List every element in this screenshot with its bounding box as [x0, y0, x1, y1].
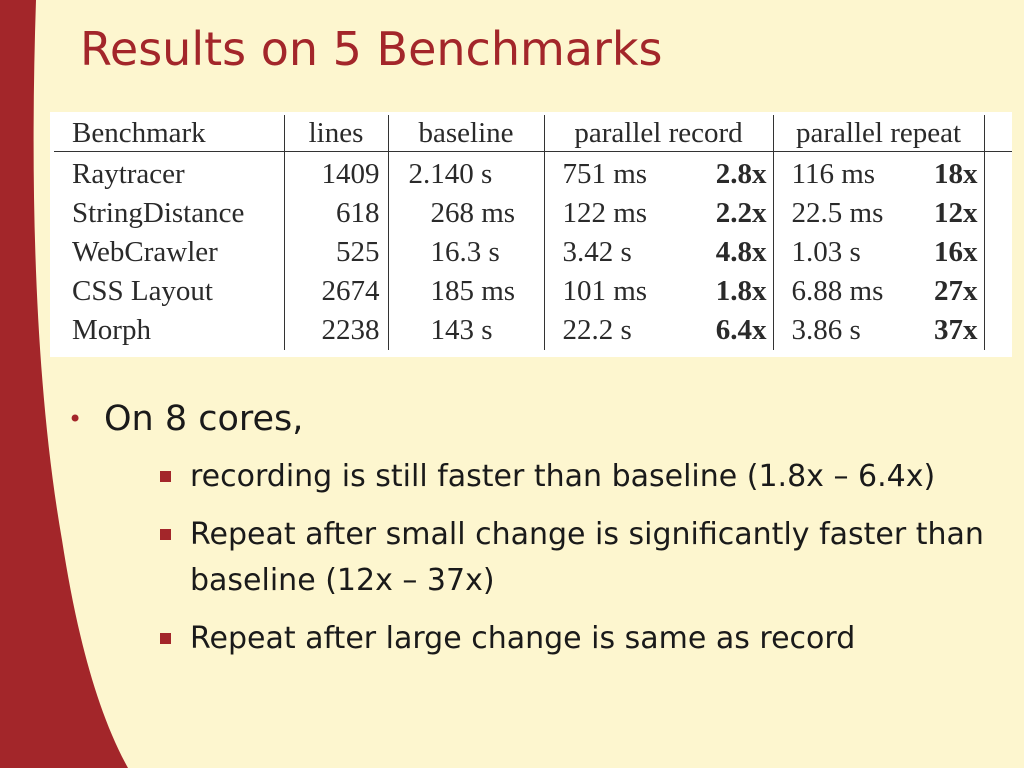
cell-benchmark: StringDistance — [72, 197, 245, 229]
cell-benchmark: Raytracer — [72, 158, 185, 190]
cell-record-speedup: 4.8x — [715, 236, 767, 268]
cell-repeat-speedup: 18x — [934, 158, 978, 190]
sub-bullet-list: recording is still faster than baseline … — [104, 454, 990, 662]
bullet-dot-icon: • — [68, 405, 83, 433]
header-lines: lines — [283, 115, 388, 152]
cell-record-time: 751 ms — [543, 151, 680, 194]
sub-bullet: Repeat after large change is same as rec… — [144, 616, 990, 662]
sub-bullet-text: Repeat after small change is significant… — [190, 517, 984, 598]
cell-repeat-time: 1.03 s — [772, 233, 914, 272]
cell-baseline: 185 ms — [387, 272, 544, 311]
cell-cut — [983, 311, 1012, 350]
table-row: CSS Layout 2674 185 ms 101 ms 1.8x 6.88 … — [54, 272, 1012, 311]
cell-lines: 525 — [283, 233, 388, 272]
benchmark-table-image: Benchmark lines baseline parallel record… — [50, 112, 1012, 357]
cell-benchmark: WebCrawler — [72, 236, 218, 268]
cell-repeat-speedup: 37x — [934, 314, 978, 346]
cell-baseline: 16.3 s — [387, 233, 544, 272]
cell-cut — [983, 151, 1012, 194]
cell-record-time: 122 ms — [543, 194, 680, 233]
header-parallel-repeat: parallel repeat — [772, 115, 985, 152]
cell-lines: 2238 — [283, 311, 388, 350]
table-row: StringDistance 618 268 ms 122 ms 2.2x 22… — [54, 194, 1012, 233]
header-benchmark: Benchmark — [54, 115, 284, 152]
cell-benchmark: CSS Layout — [72, 275, 213, 307]
cell-repeat-speedup: 12x — [934, 197, 978, 229]
cell-repeat-time: 3.86 s — [772, 311, 914, 350]
cell-record-time: 22.2 s — [543, 311, 680, 350]
cell-record-speedup: 2.8x — [715, 158, 767, 190]
table-header-row: Benchmark lines baseline parallel record… — [54, 115, 1012, 152]
square-bullet-icon — [160, 471, 171, 482]
cell-record-time: 3.42 s — [543, 233, 680, 272]
table-row: Morph 2238 143 s 22.2 s 6.4x 3.86 s 37x — [54, 311, 1012, 350]
cell-baseline: 143 s — [387, 311, 544, 350]
bullet-main-text: On 8 cores, — [104, 399, 304, 439]
sub-bullet-text: recording is still faster than baseline … — [190, 459, 936, 494]
cell-repeat-time: 22.5 ms — [772, 194, 914, 233]
benchmark-table: Benchmark lines baseline parallel record… — [54, 115, 1012, 350]
cell-cut — [983, 272, 1012, 311]
cell-baseline: 268 ms — [387, 194, 544, 233]
header-cut-column — [983, 115, 1012, 152]
cell-record-speedup: 2.2x — [715, 197, 767, 229]
sub-bullet-text: Repeat after large change is same as rec… — [190, 621, 856, 656]
slide-side-band — [0, 0, 128, 768]
cell-record-speedup: 6.4x — [715, 314, 767, 346]
square-bullet-icon — [160, 529, 171, 540]
header-baseline: baseline — [387, 115, 544, 152]
cell-cut — [983, 194, 1012, 233]
cell-record-speedup: 1.8x — [715, 275, 767, 307]
cell-record-time: 101 ms — [543, 272, 680, 311]
table-row: WebCrawler 525 16.3 s 3.42 s 4.8x 1.03 s… — [54, 233, 1012, 272]
cell-lines: 618 — [283, 194, 388, 233]
bullet-main: • On 8 cores, recording is still faster … — [64, 392, 990, 662]
cell-cut — [983, 233, 1012, 272]
bullet-list: • On 8 cores, recording is still faster … — [64, 392, 990, 674]
cell-lines: 2674 — [283, 272, 388, 311]
sub-bullet: Repeat after small change is significant… — [144, 512, 990, 604]
slide-title: Results on 5 Benchmarks — [80, 22, 663, 76]
table-row: Raytracer 1409 2.140 s 751 ms 2.8x 116 m… — [54, 151, 1012, 194]
cell-repeat-speedup: 27x — [934, 275, 978, 307]
cell-benchmark: Morph — [72, 314, 151, 346]
sub-bullet: recording is still faster than baseline … — [144, 454, 990, 500]
square-bullet-icon — [160, 633, 171, 644]
cell-repeat-time: 6.88 ms — [772, 272, 914, 311]
cell-baseline: 2.140 s — [387, 151, 544, 194]
cell-lines: 1409 — [283, 151, 388, 194]
cell-repeat-speedup: 16x — [934, 236, 978, 268]
cell-repeat-time: 116 ms — [772, 151, 914, 194]
header-parallel-record: parallel record — [543, 115, 774, 152]
